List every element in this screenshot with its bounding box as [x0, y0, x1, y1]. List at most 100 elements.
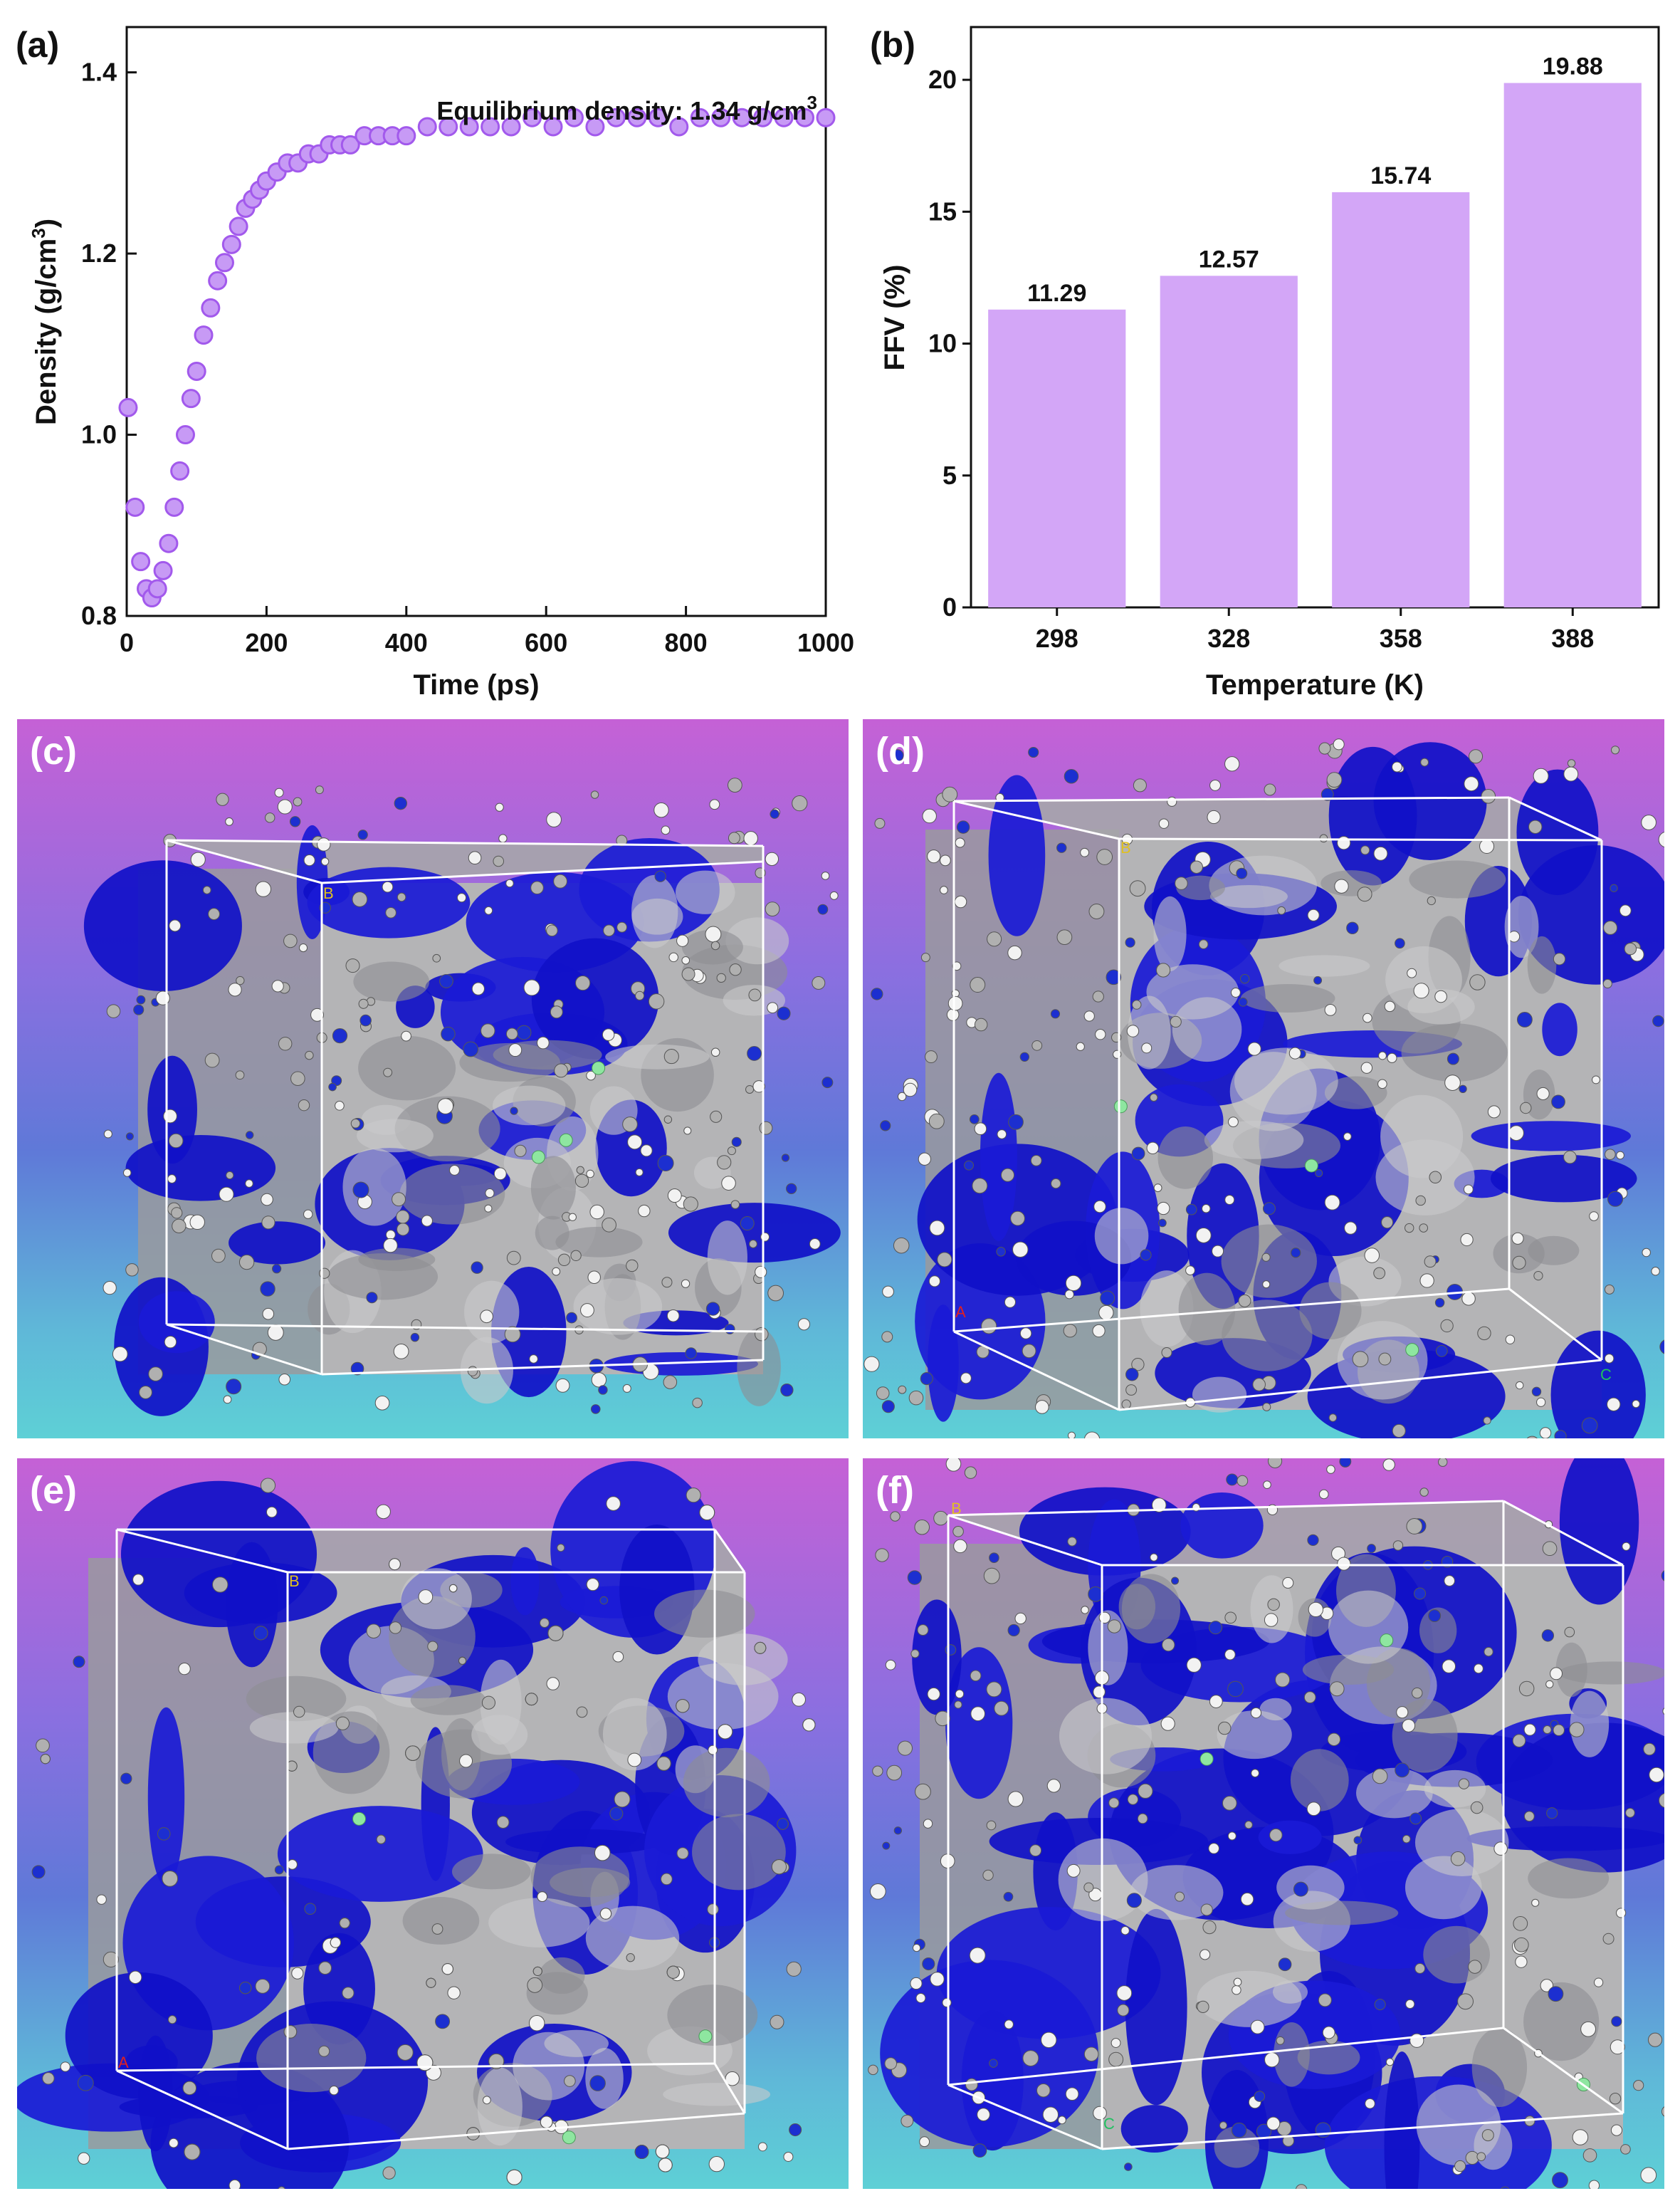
atom — [1124, 2163, 1133, 2171]
polymer-surface-blob — [1229, 1052, 1317, 1131]
atom — [876, 1386, 890, 1400]
polymer-surface-blob — [1059, 1698, 1153, 1774]
atom — [786, 1961, 802, 1977]
density-data-point — [816, 108, 836, 127]
atom — [918, 1152, 931, 1166]
atom — [555, 1378, 570, 1393]
atom — [397, 892, 406, 902]
atom — [1083, 2046, 1099, 2062]
density-x-tick-label: 600 — [525, 628, 567, 657]
atom — [1419, 1223, 1429, 1233]
atom — [1409, 1812, 1422, 1825]
atom — [1553, 953, 1566, 966]
density-y-tick-label: 1.2 — [81, 239, 117, 268]
atom — [1247, 1042, 1261, 1056]
atom — [359, 1014, 372, 1027]
ffv-x-tick-label: 388 — [1551, 624, 1594, 653]
ffv-y-axis-title: FFV (%) — [879, 265, 910, 371]
atom — [777, 1006, 791, 1020]
atom — [530, 881, 544, 895]
atom — [1395, 1762, 1409, 1778]
free-volume-blob — [1466, 1826, 1664, 1851]
atom — [915, 1993, 926, 2003]
atom — [1186, 1657, 1202, 1673]
atom — [1406, 1518, 1423, 1534]
atom — [1277, 906, 1286, 915]
atom — [1175, 1891, 1185, 1902]
free-volume-blob — [980, 1072, 1017, 1242]
atom — [915, 1783, 931, 1800]
atom — [1450, 1851, 1466, 1866]
atom — [77, 2074, 94, 2091]
free-volume-blob — [125, 1135, 276, 1201]
atom — [728, 778, 742, 793]
atom — [1093, 1200, 1106, 1213]
polymer-atoms — [863, 738, 1664, 1438]
atom — [125, 1132, 134, 1141]
free-volume-blob — [928, 1304, 959, 1422]
atom — [809, 1238, 821, 1250]
polymer-surface-blob — [675, 870, 735, 914]
atom — [1150, 1093, 1158, 1102]
atom — [1405, 1999, 1415, 2009]
atom — [1042, 2106, 1059, 2123]
atom — [264, 812, 275, 823]
atom — [278, 2186, 285, 2189]
atom — [1367, 1544, 1376, 1553]
atom — [598, 1385, 608, 1395]
atom — [749, 1240, 757, 1248]
atom — [1444, 1075, 1461, 1091]
atom — [974, 1122, 987, 1136]
atom — [1261, 1253, 1271, 1262]
atom — [1461, 1292, 1476, 1306]
atom — [318, 1961, 332, 1975]
free-volume-blob — [83, 860, 242, 992]
atom — [1414, 1587, 1427, 1600]
atom — [283, 2025, 298, 2039]
ffv-bar — [1332, 192, 1470, 607]
polymer-surface-blob — [1094, 1208, 1149, 1265]
atom — [31, 1865, 46, 1879]
density-data-point — [585, 117, 605, 137]
polymer-surface-blob — [1424, 1769, 1486, 1808]
atom — [1262, 1202, 1276, 1215]
atom — [305, 1050, 314, 1060]
atom — [1019, 1052, 1030, 1062]
atom — [655, 2144, 670, 2159]
atom — [910, 1649, 920, 1658]
atom — [481, 1023, 495, 1038]
atom — [1264, 2051, 1280, 2068]
polymer-surface-blob — [667, 1663, 779, 1730]
polymer-surface-blob — [358, 1248, 436, 1272]
atom — [1610, 2124, 1623, 2136]
polymer-surface-blob — [357, 1119, 434, 1153]
atom — [1125, 1368, 1139, 1381]
panel-c-letter: (c) — [30, 730, 77, 773]
atom — [1435, 1345, 1448, 1357]
atom — [930, 1972, 945, 1987]
cell-edge — [1118, 1359, 1602, 1411]
atom — [1141, 1042, 1153, 1054]
ffv-bar-value-label: 19.88 — [1543, 53, 1603, 80]
atom — [1469, 974, 1486, 990]
atom — [718, 1724, 733, 1740]
atom — [553, 874, 567, 889]
atom — [1003, 1891, 1014, 1902]
ffv-bar — [1503, 83, 1642, 607]
atom — [1092, 1324, 1106, 1338]
polymer-surface-blob — [539, 1957, 585, 1994]
atom — [345, 958, 360, 973]
atom — [1007, 945, 1022, 961]
atom — [1513, 1937, 1529, 1952]
atom — [881, 1400, 895, 1413]
atom — [754, 1641, 767, 1654]
atom — [1651, 1267, 1660, 1276]
atom — [1106, 969, 1122, 985]
atom — [767, 1002, 779, 1014]
atom — [1374, 1999, 1386, 2011]
atom — [1563, 1150, 1577, 1164]
atom — [1424, 1255, 1437, 1268]
atom — [705, 926, 722, 943]
atom — [1293, 1881, 1308, 1897]
